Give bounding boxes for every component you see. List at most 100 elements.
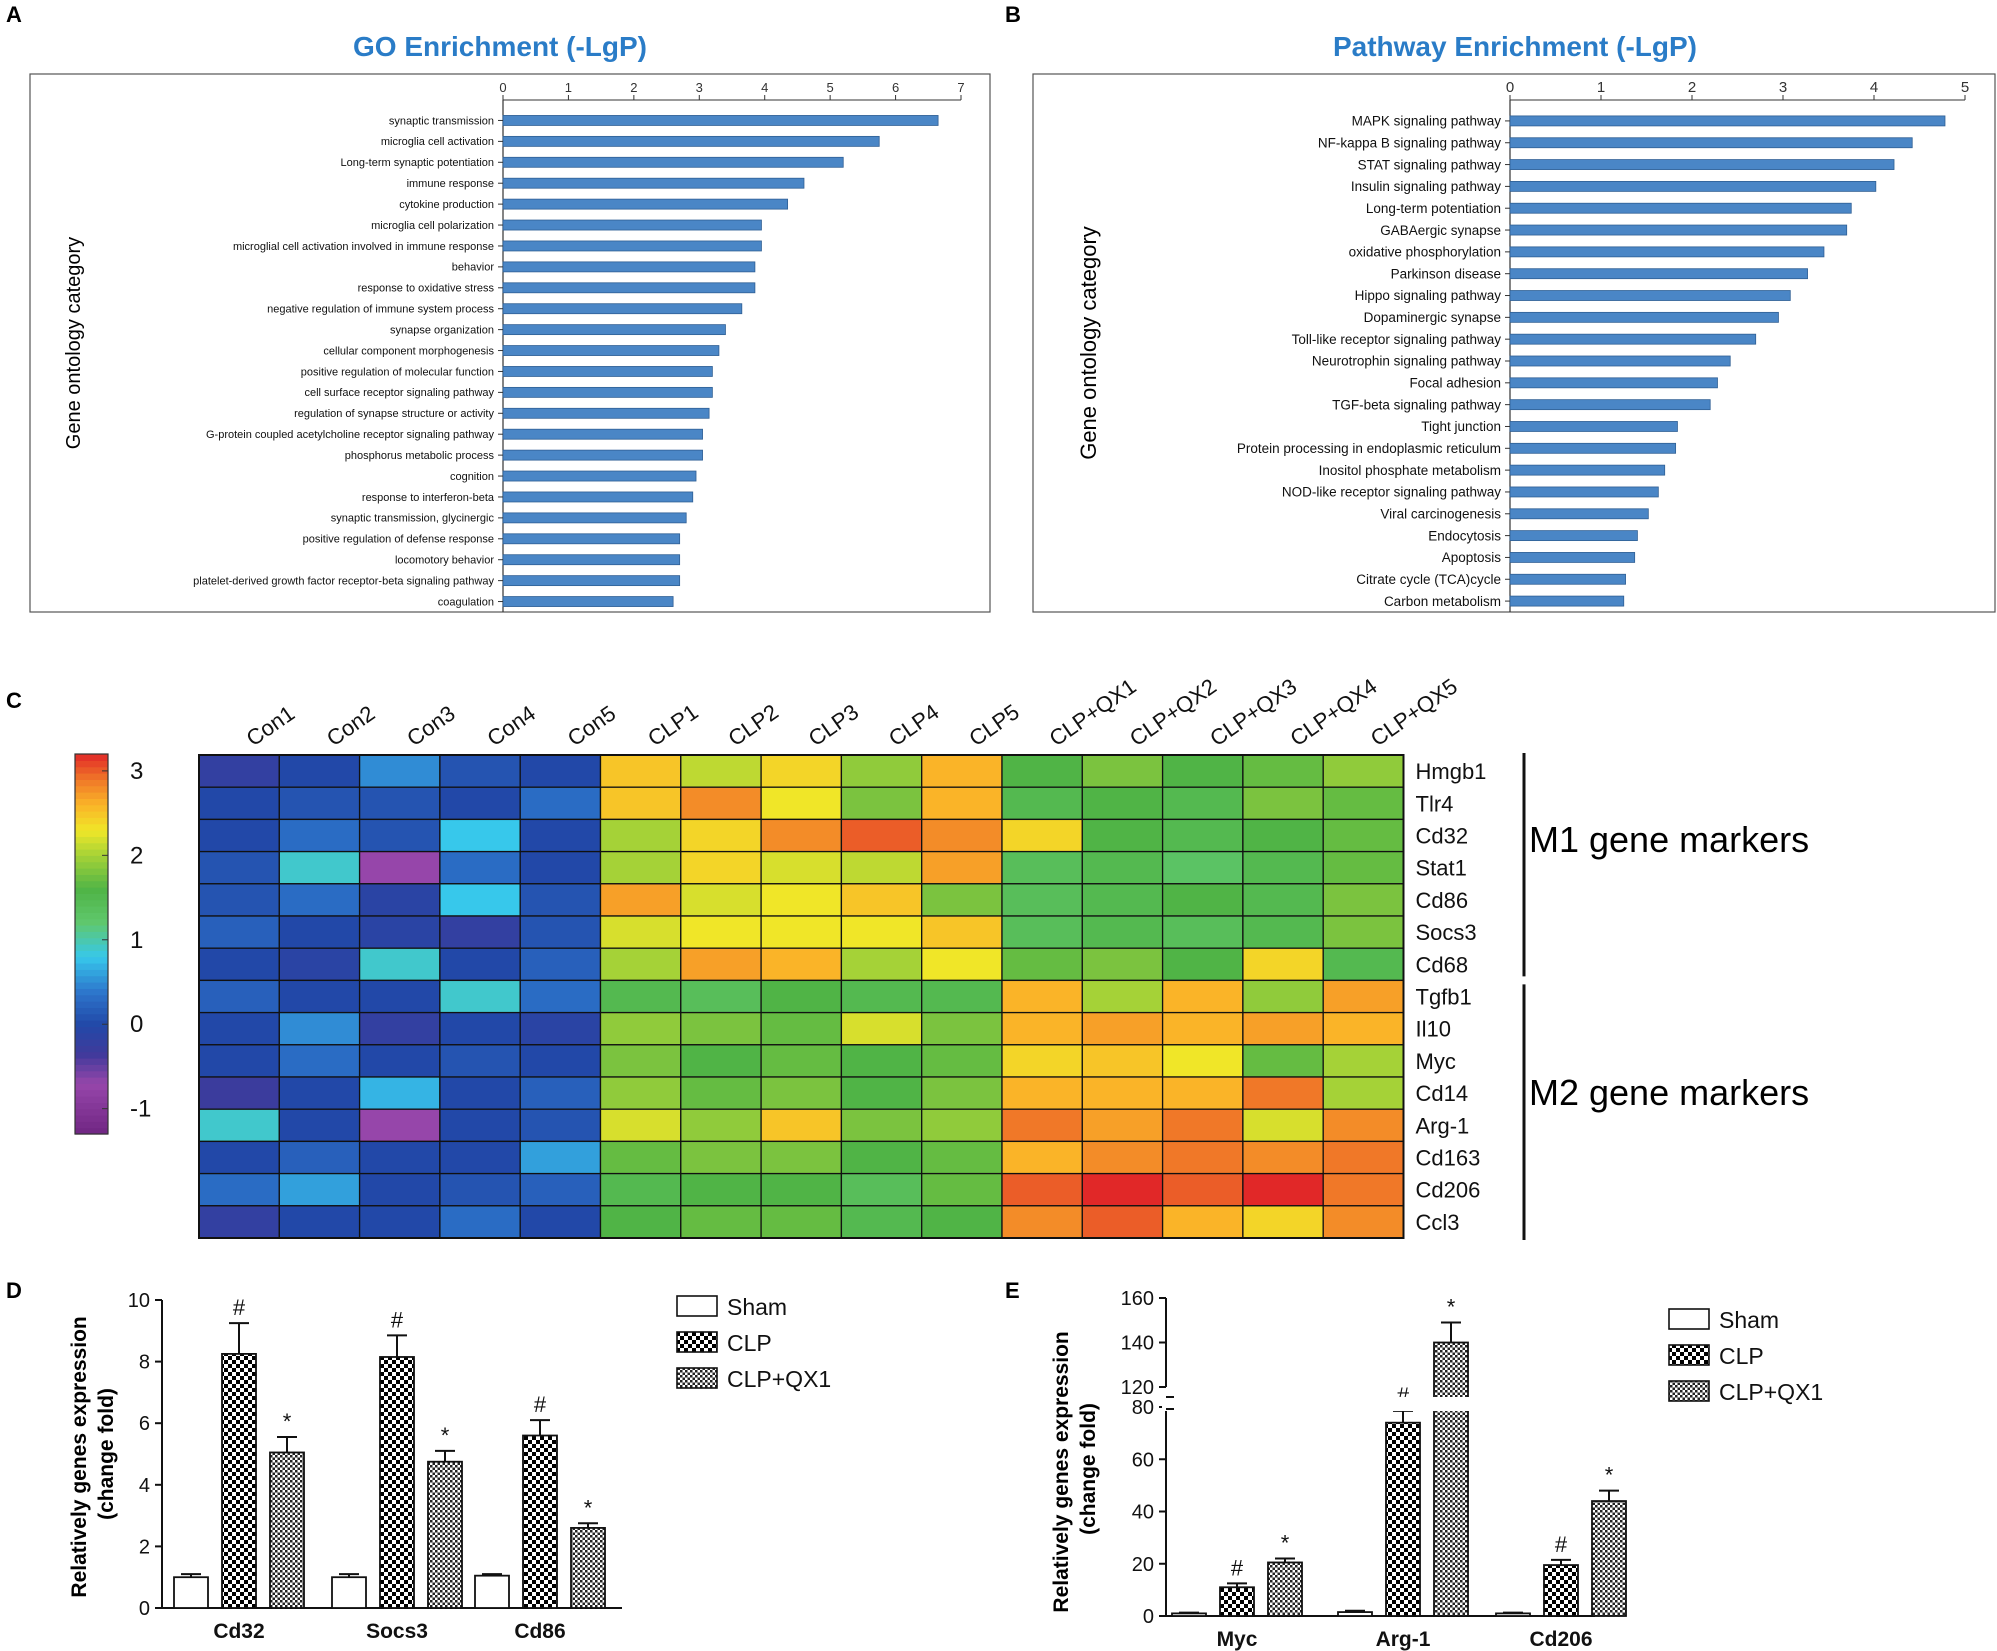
heatmap-row-label: Cd32 xyxy=(1416,824,1469,849)
e-legend-swatch-clp-qx1 xyxy=(1668,1380,1710,1402)
e-bar-arg-1-clp-qx1 xyxy=(1433,1341,1469,1617)
heatmap-cell-hmgb1-con4 xyxy=(439,754,521,788)
pathway-category-label: Long-term potentiation xyxy=(1366,201,1501,216)
heatmap-row-label: Myc xyxy=(1416,1049,1456,1074)
go-category-label: microglia cell polarization xyxy=(371,220,494,232)
color-scale-segment xyxy=(75,1127,108,1135)
heatmap-cell-myc-clp-qx5 xyxy=(1322,1044,1405,1078)
heatmap-cell-cd86-con5 xyxy=(519,883,602,917)
heatmap-cell-hmgb1-clp1 xyxy=(599,754,682,788)
color-scale-segment xyxy=(75,1051,108,1059)
panel-label-b: B xyxy=(1005,2,1021,27)
color-scale-segment xyxy=(75,823,108,831)
go-bar-positive-regulation-of-molecular-function xyxy=(502,366,713,377)
heatmap-cell-myc-clp-qx2 xyxy=(1081,1044,1164,1078)
d-category-label: Socs3 xyxy=(366,1620,428,1643)
heatmap-cell-hmgb1-clp-qx4 xyxy=(1242,754,1324,788)
go-bar-synapse-organization xyxy=(502,324,726,336)
heatmap-cell-tlr4-clp5 xyxy=(921,786,1003,821)
heatmap-cell-cd206-con1 xyxy=(198,1172,280,1207)
color-scale-segment xyxy=(75,950,108,958)
go-bar-cytokine-production xyxy=(502,198,789,210)
heatmap-cell-il10-clp5 xyxy=(921,1011,1003,1046)
go-bar-cellular-component-morphogenesis xyxy=(502,345,720,356)
d-significance-mark: # xyxy=(391,1307,404,1332)
pathway-category-label: Citrate cycle (TCA)cycle xyxy=(1356,572,1501,587)
go-chart-ylabel: Gene ontology category xyxy=(63,237,85,449)
heatmap-column-label: CLP3 xyxy=(804,699,863,751)
go-bar-positive-regulation-of-defense-response xyxy=(502,533,681,545)
heatmap-cell-stat1-con5 xyxy=(519,850,602,885)
heatmap-cell-hmgb1-clp4 xyxy=(840,754,923,788)
heatmap-cell-ccl3-con4 xyxy=(439,1205,521,1239)
pathway-bar-apoptosis xyxy=(1509,552,1636,563)
d-bar-cd86-clp xyxy=(522,1434,558,1609)
go-x-tick-label: 1 xyxy=(565,80,572,95)
heatmap-column-label: Con5 xyxy=(563,700,620,751)
e-significance-mark: * xyxy=(1605,1463,1614,1488)
heatmap-cell-arg-1-clp-qx2 xyxy=(1081,1108,1164,1143)
d-y-tick-label: 6 xyxy=(139,1413,150,1435)
e-legend-swatch-sham xyxy=(1668,1308,1710,1330)
go-bar-platelet-derived-growth-factor-receptor-beta-signaling-pathway xyxy=(502,575,681,587)
color-scale-segment xyxy=(75,766,108,774)
heatmap-cell-socs3-clp2 xyxy=(680,915,762,949)
d-legend-label: CLP+QX1 xyxy=(727,1366,831,1392)
color-scale-segment xyxy=(75,855,108,863)
go-category-label: response to oxidative stress xyxy=(358,283,495,295)
panel-label-c: C xyxy=(6,688,22,713)
go-bar-response-to-interferon-beta xyxy=(502,491,694,503)
m1-group-label: M1 gene markers xyxy=(1529,819,1809,860)
go-bar-cell-surface-receptor-signaling-pathway xyxy=(502,386,713,398)
pathway-category-label: Neurotrophin signaling pathway xyxy=(1312,354,1501,369)
heatmap-cell-cd32-con2 xyxy=(278,818,361,853)
heatmap-cell-myc-clp-qx1 xyxy=(1001,1044,1083,1078)
heatmap-cell-myc-con3 xyxy=(358,1044,441,1078)
heatmap-cell-tlr4-clp-qx1 xyxy=(1001,786,1083,821)
color-scale-segment xyxy=(75,975,108,983)
heatmap-cell-ccl3-clp5 xyxy=(921,1205,1003,1239)
heatmap-cell-myc-clp5 xyxy=(921,1044,1003,1078)
heatmap-cell-ccl3-clp4 xyxy=(840,1205,923,1239)
heatmap-cell-cd206-clp-qx2 xyxy=(1081,1172,1164,1207)
heatmap-cell-socs3-clp-qx2 xyxy=(1081,915,1164,949)
heatmap-row-label: Ccl3 xyxy=(1416,1210,1460,1235)
heatmap-cell-il10-clp1 xyxy=(599,1011,682,1046)
e-bar-cd206-sham xyxy=(1495,1612,1531,1617)
go-category-label: phosphorus metabolic process xyxy=(345,450,495,462)
d-y-tick-label: 8 xyxy=(139,1352,150,1374)
heatmap-cell-hmgb1-clp-qx5 xyxy=(1322,754,1405,788)
heatmap-cell-cd86-con3 xyxy=(358,883,441,917)
heatmap-cell-tlr4-clp-qx3 xyxy=(1161,786,1244,821)
color-scale-border xyxy=(74,753,109,1135)
heatmap-cell-cd68-clp1 xyxy=(599,947,682,982)
d-y-tick-label: 10 xyxy=(128,1290,150,1312)
color-scale-segment xyxy=(75,925,108,932)
heatmap-cell-tgfb1-con5 xyxy=(519,979,602,1014)
heatmap-cell-tgfb1-clp2 xyxy=(680,979,762,1014)
heatmap-cell-ccl3-clp-qx5 xyxy=(1322,1205,1405,1239)
e-y-tick-label: 160 xyxy=(1121,1288,1154,1310)
pathway-category-label: NF-kappa B signaling pathway xyxy=(1318,135,1501,150)
heatmap-cell-tgfb1-clp4 xyxy=(840,979,923,1014)
color-scale-segment xyxy=(75,1070,108,1078)
d-bar-cd86-sham xyxy=(474,1574,510,1609)
color-scale-segment xyxy=(75,785,108,793)
heatmap-column-label: CLP2 xyxy=(723,699,782,751)
heatmap-cell-il10-clp2 xyxy=(680,1011,762,1046)
d-significance-mark: # xyxy=(233,1295,246,1320)
pathway-bar-hippo-signaling-pathway xyxy=(1509,290,1791,301)
d-ylabel-line2: (change fold) xyxy=(95,1388,118,1520)
heatmap-cell-stat1-clp-qx3 xyxy=(1161,850,1244,885)
go-category-label: negative regulation of immune system pro… xyxy=(267,304,494,316)
heatmap-cell-hmgb1-con5 xyxy=(519,754,602,788)
heatmap-cell-myc-clp-qx4 xyxy=(1242,1044,1324,1078)
heatmap-cell-tlr4-con3 xyxy=(358,786,441,821)
heatmap-cell-arg-1-clp3 xyxy=(760,1108,843,1143)
color-scale-segment xyxy=(75,1026,108,1034)
heatmap-cell-stat1-clp-qx1 xyxy=(1001,850,1083,885)
heatmap-column-label: CLP+QX5 xyxy=(1366,673,1462,751)
heatmap-cell-cd32-clp5 xyxy=(921,818,1003,853)
heatmap-cell-cd163-clp5 xyxy=(921,1140,1003,1175)
heatmap-cell-ccl3-con2 xyxy=(278,1205,361,1239)
